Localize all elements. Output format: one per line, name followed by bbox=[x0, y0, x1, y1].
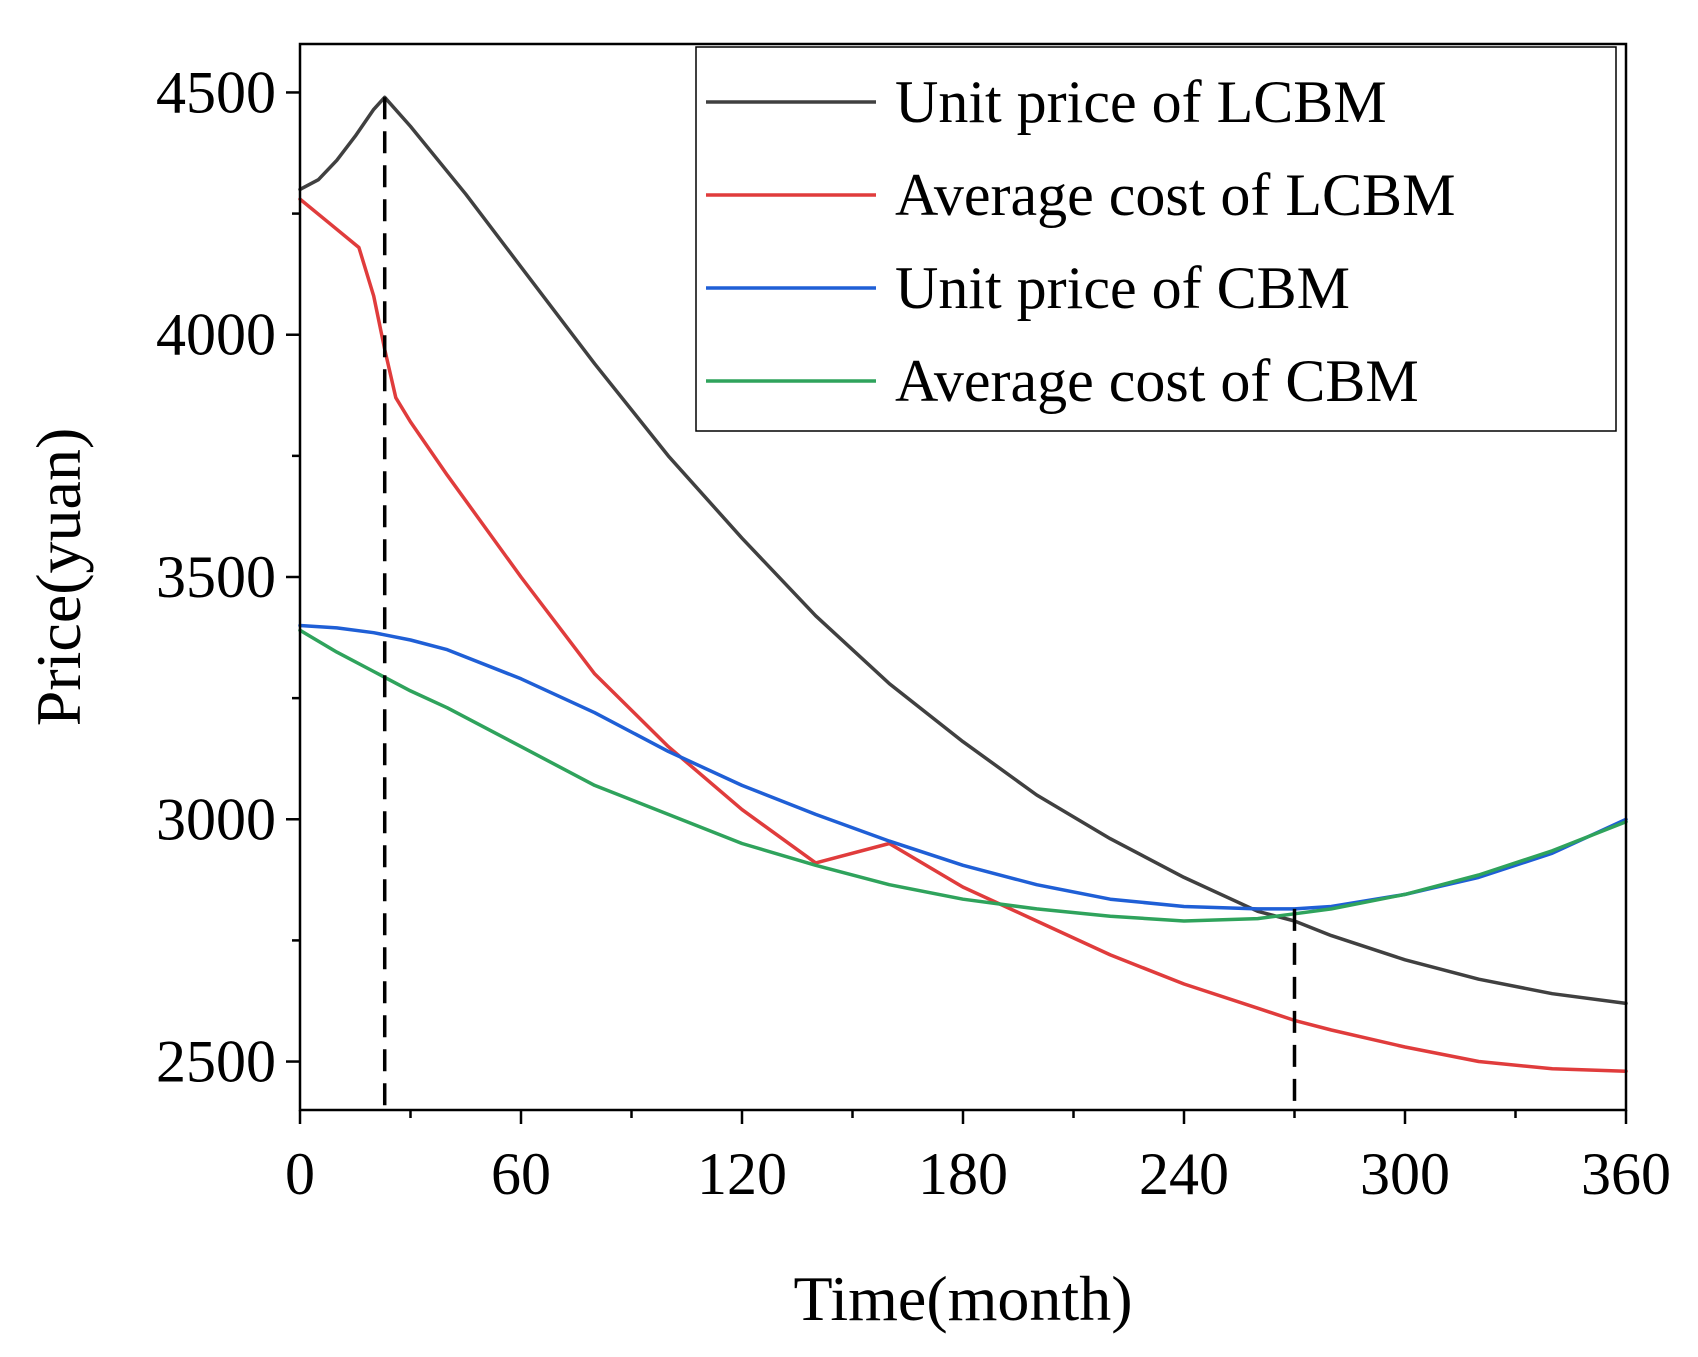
y-tick-label: 2500 bbox=[156, 1029, 276, 1095]
legend-label-0: Unit price of LCBM bbox=[895, 69, 1387, 135]
legend-label-1: Average cost of LCBM bbox=[895, 162, 1455, 228]
x-tick-label: 120 bbox=[697, 1141, 787, 1207]
legend-label-2: Unit price of CBM bbox=[895, 255, 1350, 321]
x-axis-title: Time(month) bbox=[794, 1263, 1133, 1334]
y-tick-label: 4500 bbox=[156, 59, 276, 125]
axis-ticks bbox=[286, 91, 1628, 1124]
legend-box bbox=[695, 46, 1617, 432]
x-tick-label: 60 bbox=[491, 1141, 551, 1207]
series-line-3 bbox=[298, 628, 1628, 923]
x-tick-label: 180 bbox=[918, 1141, 1008, 1207]
x-tick-label: 300 bbox=[1360, 1141, 1450, 1207]
x-tick-label: 0 bbox=[285, 1141, 315, 1207]
axis-tick-labels: 0 60 120 180 240 300 360 2500 3000 3500 4000 4500 bbox=[156, 59, 1671, 1207]
y-tick-label: 3500 bbox=[156, 544, 276, 610]
series-line-0 bbox=[298, 95, 1628, 1006]
y-tick-label: 4000 bbox=[156, 302, 276, 368]
y-tick-label: 3000 bbox=[156, 786, 276, 852]
legend-label-3: Average cost of CBM bbox=[895, 348, 1419, 414]
x-tick-label: 360 bbox=[1581, 1141, 1671, 1207]
y-axis-title: Price(yuan) bbox=[23, 428, 94, 727]
legend: Unit price of LCBM Average cost of LCBM Un… bbox=[695, 46, 1617, 432]
x-tick-label: 240 bbox=[1139, 1141, 1229, 1207]
